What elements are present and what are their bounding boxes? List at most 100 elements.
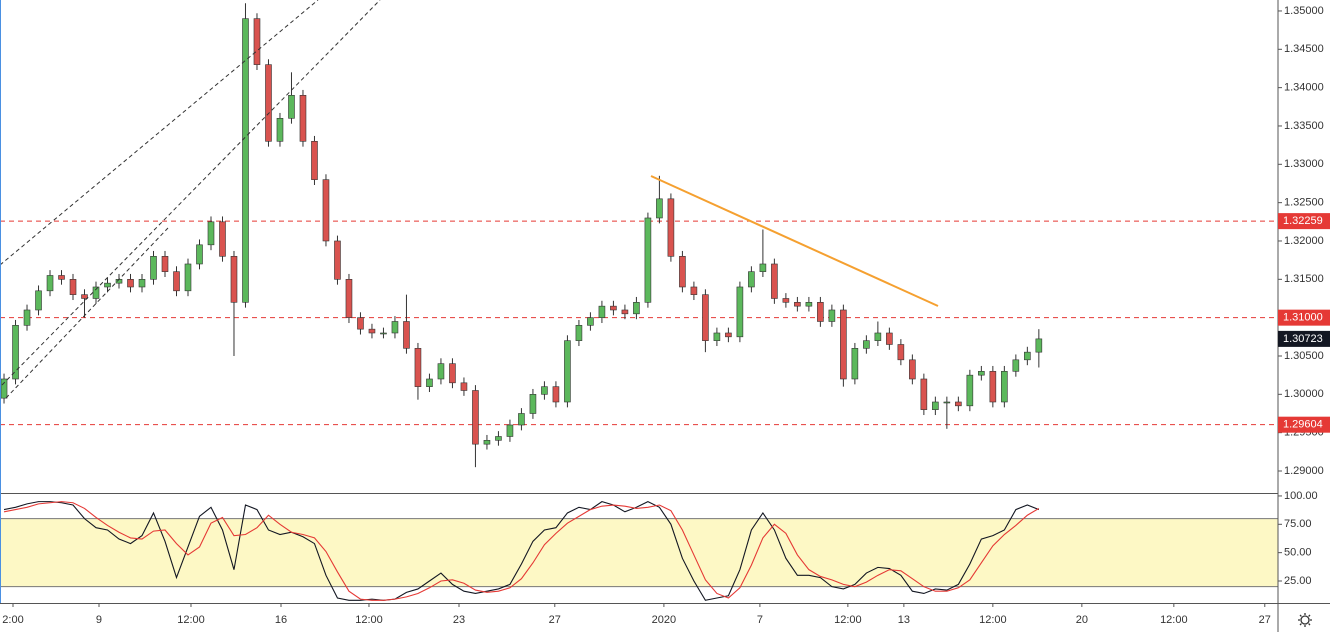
candle-body	[127, 279, 134, 288]
candle-body	[334, 240, 341, 280]
level-label-box	[1278, 309, 1330, 326]
candle-body	[506, 424, 514, 437]
candle-body	[955, 401, 962, 407]
y-tick-label: 1.35000	[1284, 5, 1324, 17]
candle-body	[426, 378, 433, 387]
settings-icon[interactable]	[1298, 613, 1312, 627]
candle-body	[12, 325, 19, 380]
x-tick-label: 13	[898, 614, 910, 626]
candle-body	[817, 302, 824, 322]
y-tick-label: 100.00	[1284, 490, 1318, 502]
candle-body	[253, 18, 261, 65]
candle-body	[230, 256, 238, 303]
candle-body	[552, 386, 560, 403]
candle-body	[621, 309, 629, 315]
candle-body	[1035, 338, 1043, 353]
y-tick-label: 1.32500	[1284, 197, 1324, 209]
candle-body	[460, 382, 468, 391]
y-tick-label: 1.30500	[1284, 350, 1324, 362]
candle-body	[541, 386, 548, 395]
candle-body	[1001, 371, 1008, 403]
y-tick-label: 1.34500	[1284, 43, 1324, 55]
candle-body	[863, 340, 870, 349]
candle-body	[173, 271, 180, 292]
candle-body	[989, 371, 997, 403]
candle-body	[943, 401, 951, 404]
candle-body	[288, 95, 295, 119]
y-tick-label: 1.33500	[1284, 120, 1324, 132]
candle-body	[414, 348, 422, 387]
y-tick-label: 1.32000	[1284, 235, 1324, 247]
y-tick-label: 50.00	[1284, 547, 1312, 559]
candle-body	[874, 332, 882, 341]
y-tick-label: 1.31500	[1284, 273, 1324, 285]
candle-body	[483, 440, 491, 445]
candle-body	[610, 305, 617, 311]
y-tick-label: 25.00	[1284, 575, 1312, 587]
candle-body	[518, 413, 525, 426]
stoch-line	[3, 501, 1040, 601]
candle-body	[736, 286, 744, 338]
trend-line	[650, 175, 939, 307]
candle-body	[725, 332, 732, 338]
last-price-label: 1.30723	[1283, 333, 1323, 345]
level-label: 1.29604	[1283, 419, 1323, 431]
candle-body	[564, 340, 571, 403]
last-price-box	[1278, 330, 1330, 347]
candle-body	[932, 401, 939, 410]
candle-body	[575, 325, 583, 341]
candle-body	[58, 275, 65, 280]
x-tick-label: 2020	[652, 614, 676, 626]
candle-body	[840, 309, 847, 380]
candle-body	[219, 221, 226, 257]
candle-body	[897, 344, 905, 361]
candle-body	[656, 198, 663, 219]
candle-body	[759, 263, 767, 272]
x-tick-label: 27	[1259, 614, 1271, 626]
candle-body	[771, 263, 778, 299]
candle-body	[782, 298, 790, 303]
candle-body	[357, 317, 364, 330]
level-label: 1.31000	[1283, 312, 1323, 324]
candle-body	[529, 394, 537, 414]
candle-body	[69, 279, 77, 295]
candle-body	[449, 363, 456, 384]
x-tick-label: 27	[549, 614, 561, 626]
candle-body	[276, 118, 284, 142]
candle-body	[368, 328, 376, 334]
candle-body	[1024, 351, 1031, 361]
channel-line	[1, 0, 381, 386]
y-tick-label: 75.00	[1284, 518, 1312, 530]
candle-body	[909, 359, 916, 380]
candle-body	[81, 294, 88, 299]
candle-body	[161, 256, 169, 272]
x-tick-label: 20	[1076, 614, 1088, 626]
x-tick-label: 12:00	[834, 614, 862, 626]
candle-body	[437, 363, 445, 380]
candle-body	[35, 290, 42, 311]
candle-body	[104, 282, 111, 288]
candle-body	[196, 244, 203, 265]
candle-body	[138, 279, 146, 288]
candle-body	[23, 309, 31, 326]
candle-body	[679, 256, 686, 288]
candle-body	[403, 321, 410, 349]
candle-body	[794, 302, 801, 307]
level-label-box	[1278, 416, 1330, 433]
candle-body	[805, 302, 813, 307]
y-tick-label: 1.33000	[1284, 158, 1324, 170]
candle-body	[0, 378, 8, 399]
band	[0, 518, 1278, 587]
stoch-line	[3, 501, 1040, 601]
candle-body	[886, 332, 893, 345]
candle-body	[380, 332, 387, 335]
x-tick-label: 7	[757, 614, 763, 626]
candle-body	[587, 317, 594, 326]
candle-body	[667, 198, 675, 257]
level-label-box	[1278, 213, 1330, 230]
candle-body	[207, 221, 215, 246]
candle-body	[495, 436, 502, 441]
candle-body	[299, 95, 307, 142]
candle-body	[1012, 359, 1020, 372]
